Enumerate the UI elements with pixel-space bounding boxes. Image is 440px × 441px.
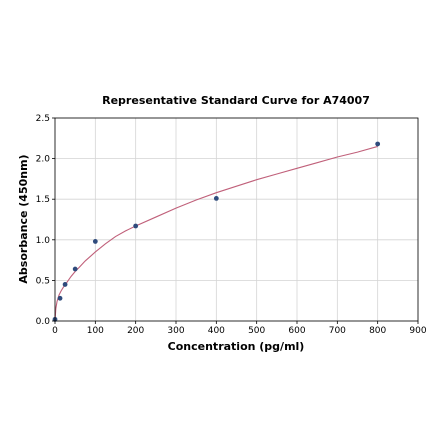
data-point [133, 223, 139, 229]
data-point [213, 195, 219, 201]
x-tick-label: 400 [208, 326, 225, 336]
x-tick-label: 500 [248, 326, 265, 336]
x-tick-label: 700 [329, 326, 346, 336]
data-point [375, 141, 381, 147]
x-tick-label: 0 [52, 326, 58, 336]
x-axis-label: Concentration (pg/ml) [168, 340, 305, 353]
y-tick-label: 1.5 [36, 195, 50, 205]
y-tick-label: 1.0 [36, 236, 51, 246]
fit-curve-layer [54, 145, 378, 322]
data-point [92, 239, 98, 244]
x-tick-label: 100 [87, 326, 104, 336]
y-tick-label: 0.0 [36, 317, 51, 327]
plot-frame [54, 117, 419, 322]
fit-curve [54, 145, 378, 322]
y-tick-label: 0.5 [36, 276, 50, 286]
data-point [57, 295, 63, 301]
data-point [62, 282, 68, 287]
x-tick-label: 800 [369, 326, 386, 336]
y-tick-label: 2.0 [36, 155, 51, 165]
x-axis-ticks: 0 100 200 300 400 500 600 700 800 900 [52, 321, 427, 336]
x-tick-label: 200 [127, 326, 144, 336]
data-point [72, 266, 78, 272]
y-axis-label: Absorbance (450nm) [17, 154, 30, 283]
y-axis-ticks: 0.0 0.5 1.0 1.5 2.0 2.5 [36, 114, 55, 327]
x-tick-label: 900 [409, 326, 426, 336]
data-points-layer [52, 141, 381, 322]
chart-title: Representative Standard Curve for A74007 [102, 94, 370, 107]
x-tick-label: 600 [288, 326, 305, 336]
y-tick-label: 2.5 [36, 114, 50, 124]
x-tick-label: 300 [167, 326, 184, 336]
